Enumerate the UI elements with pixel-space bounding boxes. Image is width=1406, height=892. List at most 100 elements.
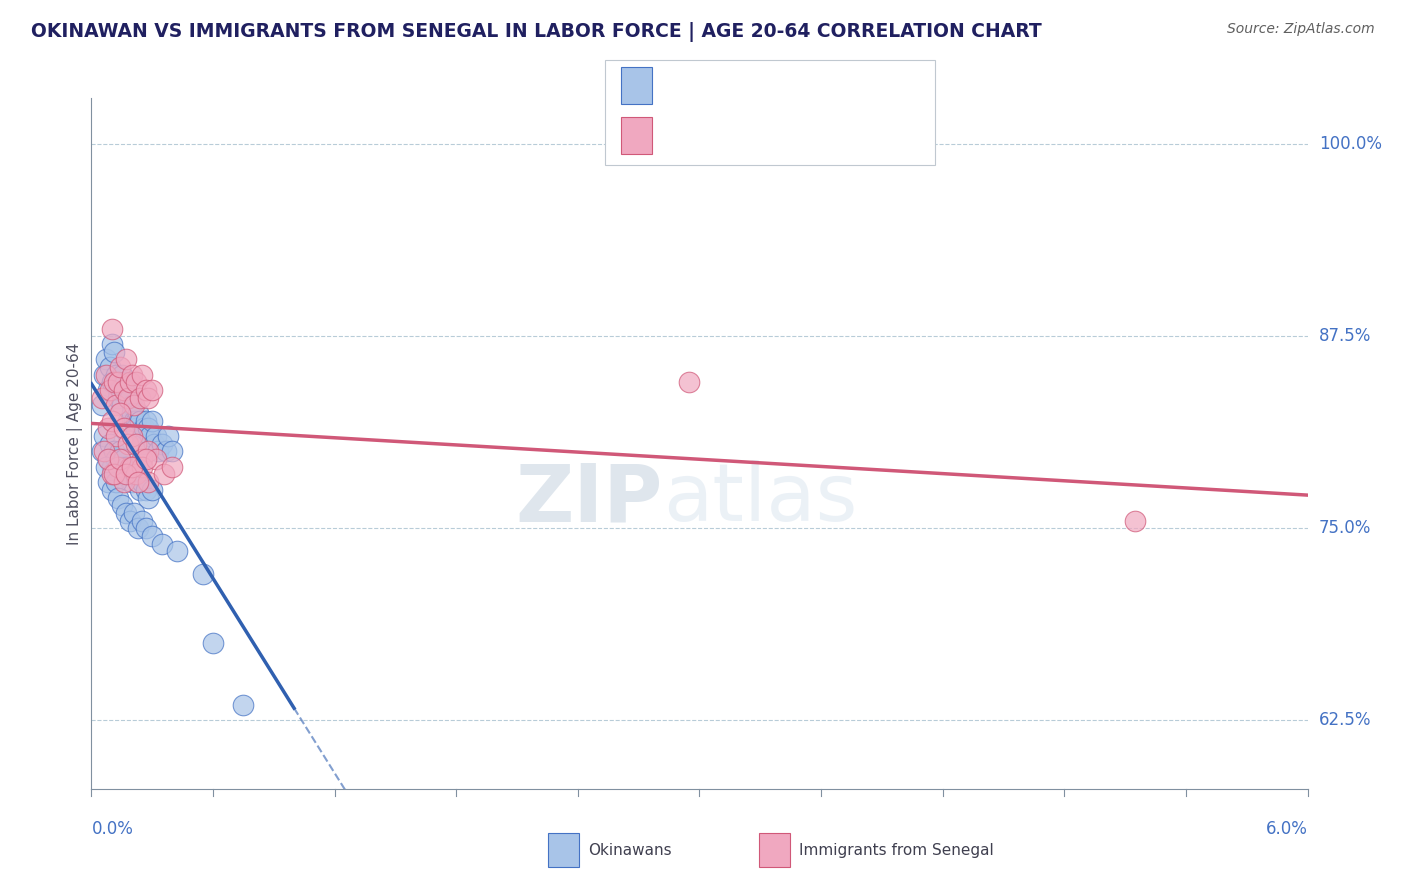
Point bbox=[678, 376, 700, 390]
Y-axis label: In Labor Force | Age 20-64: In Labor Force | Age 20-64 bbox=[67, 343, 83, 545]
Point bbox=[125, 467, 148, 482]
Point bbox=[141, 414, 163, 428]
Text: -0.193: -0.193 bbox=[709, 76, 773, 95]
Point bbox=[111, 368, 134, 382]
Point bbox=[135, 414, 157, 428]
Point bbox=[121, 475, 143, 490]
Point bbox=[98, 436, 121, 450]
Point bbox=[93, 444, 115, 458]
Text: atlas: atlas bbox=[664, 460, 858, 538]
Point bbox=[100, 467, 122, 482]
Point bbox=[118, 467, 141, 482]
Text: 75.0%: 75.0% bbox=[1319, 519, 1371, 537]
Point bbox=[108, 452, 131, 467]
Point bbox=[100, 321, 122, 335]
Point bbox=[107, 391, 129, 405]
Text: OKINAWAN VS IMMIGRANTS FROM SENEGAL IN LABOR FORCE | AGE 20-64 CORRELATION CHART: OKINAWAN VS IMMIGRANTS FROM SENEGAL IN L… bbox=[31, 22, 1042, 42]
Text: Okinawans: Okinawans bbox=[588, 843, 671, 857]
Point bbox=[107, 459, 129, 474]
Point bbox=[115, 352, 138, 367]
Point bbox=[141, 383, 163, 397]
Point bbox=[103, 344, 125, 359]
Point bbox=[104, 398, 127, 412]
Point bbox=[112, 376, 135, 390]
Point bbox=[117, 391, 139, 405]
Point bbox=[191, 567, 214, 582]
Text: 50: 50 bbox=[830, 127, 855, 145]
Point bbox=[100, 337, 122, 351]
Point bbox=[162, 444, 184, 458]
Point bbox=[135, 383, 157, 397]
Point bbox=[121, 368, 143, 382]
Point bbox=[131, 459, 153, 474]
Point bbox=[127, 475, 149, 490]
Point bbox=[127, 406, 149, 420]
Point bbox=[125, 414, 148, 428]
Point bbox=[143, 436, 166, 450]
Point bbox=[108, 444, 131, 458]
Text: 0.127: 0.127 bbox=[717, 127, 773, 145]
Point bbox=[100, 459, 122, 474]
Point bbox=[125, 436, 148, 450]
Point bbox=[141, 529, 163, 543]
Point bbox=[108, 406, 131, 420]
Text: N =: N = bbox=[783, 76, 831, 95]
Point bbox=[100, 483, 122, 497]
Point bbox=[90, 391, 112, 405]
Point bbox=[107, 383, 129, 397]
Point bbox=[135, 483, 157, 497]
Text: Immigrants from Senegal: Immigrants from Senegal bbox=[799, 843, 994, 857]
Point bbox=[145, 452, 167, 467]
Point bbox=[122, 414, 145, 428]
Point bbox=[98, 359, 121, 374]
Point bbox=[131, 475, 153, 490]
Point bbox=[122, 459, 145, 474]
Point bbox=[136, 475, 159, 490]
Point bbox=[108, 383, 131, 397]
Point bbox=[150, 436, 173, 450]
Point bbox=[90, 444, 112, 458]
Point bbox=[117, 414, 139, 428]
Point bbox=[94, 459, 117, 474]
Point bbox=[115, 459, 138, 474]
Point bbox=[118, 391, 141, 405]
Point bbox=[135, 452, 157, 467]
Point bbox=[104, 452, 127, 467]
Text: 6.0%: 6.0% bbox=[1265, 820, 1308, 838]
Point bbox=[157, 429, 180, 443]
Point bbox=[118, 376, 141, 390]
Text: ZIP: ZIP bbox=[516, 460, 664, 538]
Point bbox=[100, 414, 122, 428]
Point bbox=[107, 491, 129, 505]
Text: R =: R = bbox=[664, 127, 700, 145]
Point bbox=[148, 444, 170, 458]
Text: 100.0%: 100.0% bbox=[1319, 136, 1382, 153]
Point bbox=[103, 444, 125, 458]
Point bbox=[111, 459, 134, 474]
Point bbox=[97, 452, 120, 467]
Point bbox=[104, 429, 127, 443]
Point bbox=[112, 452, 135, 467]
Point bbox=[118, 459, 141, 474]
Point bbox=[104, 475, 127, 490]
Point bbox=[145, 429, 167, 443]
Point bbox=[122, 506, 145, 520]
Text: N =: N = bbox=[783, 127, 831, 145]
Point bbox=[162, 459, 184, 474]
Text: Source: ZipAtlas.com: Source: ZipAtlas.com bbox=[1227, 22, 1375, 37]
Point bbox=[93, 368, 115, 382]
Point bbox=[139, 429, 162, 443]
Point bbox=[115, 506, 138, 520]
Point bbox=[97, 421, 120, 435]
Point bbox=[131, 452, 153, 467]
Point bbox=[121, 429, 143, 443]
Point bbox=[94, 352, 117, 367]
Point bbox=[122, 398, 145, 412]
Point bbox=[118, 514, 141, 528]
Point bbox=[98, 383, 121, 397]
Point bbox=[166, 544, 188, 558]
Point bbox=[97, 383, 120, 397]
Point bbox=[115, 467, 138, 482]
Point bbox=[93, 429, 115, 443]
Point bbox=[129, 391, 152, 405]
